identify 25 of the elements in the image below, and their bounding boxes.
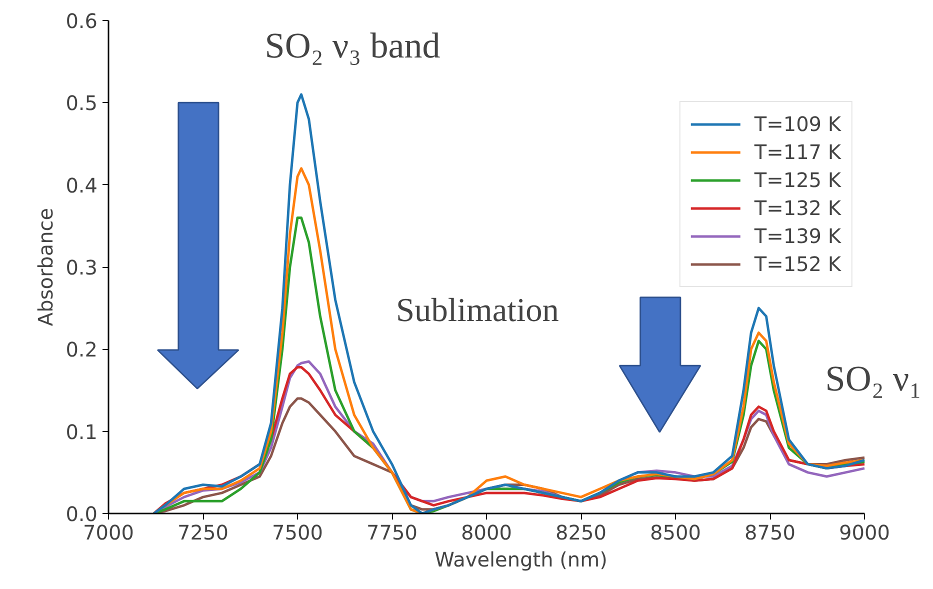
x-tick-label: 8750: [744, 520, 796, 544]
y-tick-label: 0.5: [66, 91, 98, 116]
annotation: SO₂ ν₃ band: [264, 26, 440, 66]
y-tick-label: 0.1: [66, 420, 98, 444]
x-tick-label: 7750: [366, 520, 418, 544]
legend-label: T=117 K: [754, 140, 841, 164]
x-axis-title: Wavelength (nm): [434, 548, 608, 572]
x-tick-label: 7500: [272, 520, 323, 544]
y-tick-label: 0.4: [66, 173, 98, 198]
legend-label: T=109 K: [754, 112, 841, 136]
x-tick-label: 8000: [461, 520, 512, 544]
x-tick-label: 8250: [556, 520, 606, 544]
legend-label: T=125 K: [754, 168, 841, 192]
y-axis-title: Absorbance: [34, 208, 58, 326]
y-tick-label: 0.6: [66, 9, 98, 33]
x-tick-label: 8500: [650, 520, 701, 544]
y-tick-label: 0.2: [66, 338, 98, 362]
legend-label: T=139 K: [754, 224, 841, 248]
legend-label: T=132 K: [754, 196, 841, 220]
annotation: Sublimation: [396, 292, 560, 329]
x-tick-label: 9000: [839, 520, 890, 544]
annotation: SO₂ ν₁: [825, 358, 922, 398]
x-tick-label: 7250: [178, 520, 228, 544]
legend-label: T=152 K: [754, 252, 841, 276]
y-tick-label: 0.3: [66, 256, 98, 280]
